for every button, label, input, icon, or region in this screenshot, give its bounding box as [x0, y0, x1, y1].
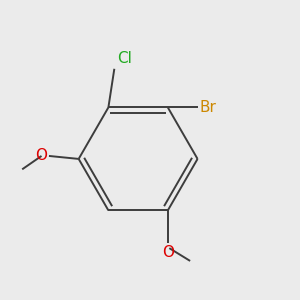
Text: O: O — [162, 244, 174, 260]
Text: Cl: Cl — [117, 51, 132, 66]
Text: O: O — [35, 148, 47, 164]
Text: Br: Br — [199, 100, 216, 115]
